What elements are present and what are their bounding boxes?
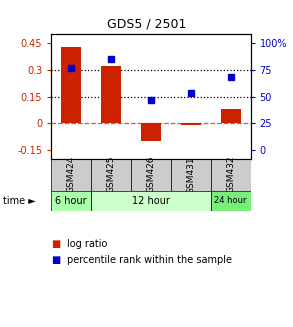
Text: percentile rank within the sample: percentile rank within the sample [67, 255, 232, 265]
Bar [131, 159, 171, 191]
Bar [101, 66, 121, 123]
Text: ■: ■ [51, 255, 61, 265]
Text: GSM424: GSM424 [67, 156, 76, 193]
Text: time ►: time ► [3, 196, 36, 206]
Bar [221, 109, 241, 123]
Text: 12 hour: 12 hour [132, 196, 170, 206]
Bar [181, 123, 201, 125]
Text: 24 hour: 24 hour [214, 196, 247, 205]
Bar [211, 191, 251, 211]
Bar [91, 191, 211, 211]
Text: GSM425: GSM425 [107, 156, 115, 194]
Bar [91, 159, 131, 191]
Text: 6 hour: 6 hour [55, 196, 87, 206]
Bar [51, 159, 91, 191]
Bar [171, 159, 211, 191]
Text: ■: ■ [51, 239, 61, 249]
Bar [141, 123, 161, 141]
Text: GDS5 / 2501: GDS5 / 2501 [107, 17, 186, 30]
Text: log ratio: log ratio [67, 239, 108, 249]
Bar [211, 159, 251, 191]
Bar [51, 191, 91, 211]
Text: GSM432: GSM432 [226, 156, 235, 194]
Bar [61, 47, 81, 123]
Text: GSM426: GSM426 [146, 156, 155, 194]
Text: GSM431: GSM431 [186, 156, 195, 194]
